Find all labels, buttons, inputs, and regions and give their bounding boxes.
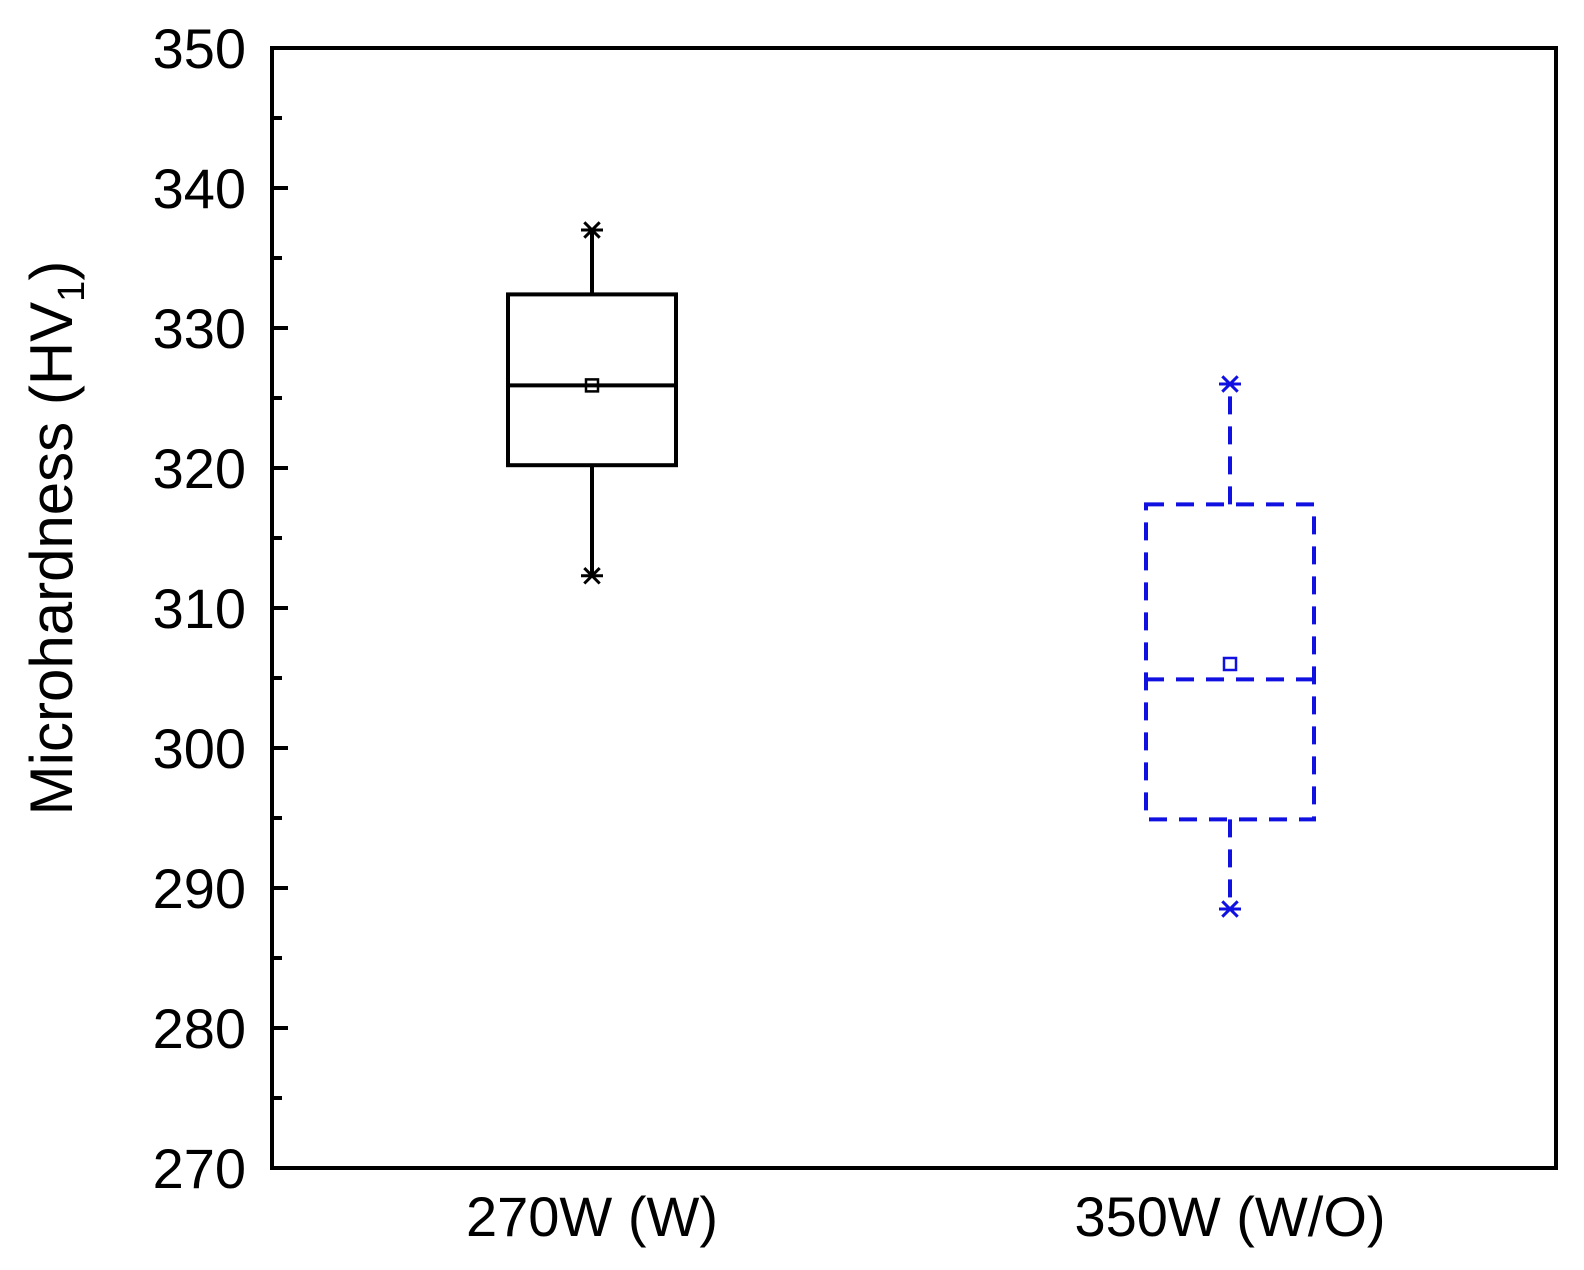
y-axis-title-subscript: 1 (51, 281, 93, 302)
y-axis-tick-labels: 270 280 290 300 310 320 330 340 350 (153, 17, 246, 1200)
iqr-box (1144, 502, 1316, 822)
y-axis-title-suffix: ) (18, 261, 85, 281)
y-tick-label: 280 (153, 997, 246, 1060)
x-axis-tick-labels: 270W (W) 350W (W/O) (466, 1185, 1386, 1248)
min-marker (1219, 900, 1241, 918)
y-axis-title-main: Microhardness (HV (18, 302, 85, 816)
min-marker (581, 567, 603, 585)
max-marker-stroke (1221, 375, 1239, 393)
y-tick-label: 350 (153, 17, 246, 80)
min-marker-stroke (1221, 900, 1239, 918)
max-marker-stroke (583, 221, 601, 239)
x-tick-label: 270W (W) (466, 1185, 718, 1248)
max-marker (581, 221, 603, 239)
y-axis-title: Microhardness (HV1) (18, 261, 93, 816)
y-tick-label: 270 (153, 1137, 246, 1200)
x-tick-label: 350W (W/O) (1074, 1185, 1385, 1248)
y-tick-label: 310 (153, 577, 246, 640)
box-2 (1144, 375, 1316, 918)
max-marker (1219, 375, 1241, 393)
y-tick-label: 320 (153, 437, 246, 500)
y-tick-label: 340 (153, 157, 246, 220)
mean-marker (1222, 656, 1238, 672)
mean-marker (584, 378, 600, 393)
y-axis-ticks (272, 46, 288, 1170)
y-tick-label: 300 (153, 717, 246, 780)
y-tick-label: 290 (153, 857, 246, 920)
box-1 (506, 221, 678, 585)
min-marker-stroke (583, 567, 601, 585)
box-series (506, 221, 1316, 918)
plot-frame (270, 46, 1558, 1170)
y-tick-label: 330 (153, 297, 246, 360)
